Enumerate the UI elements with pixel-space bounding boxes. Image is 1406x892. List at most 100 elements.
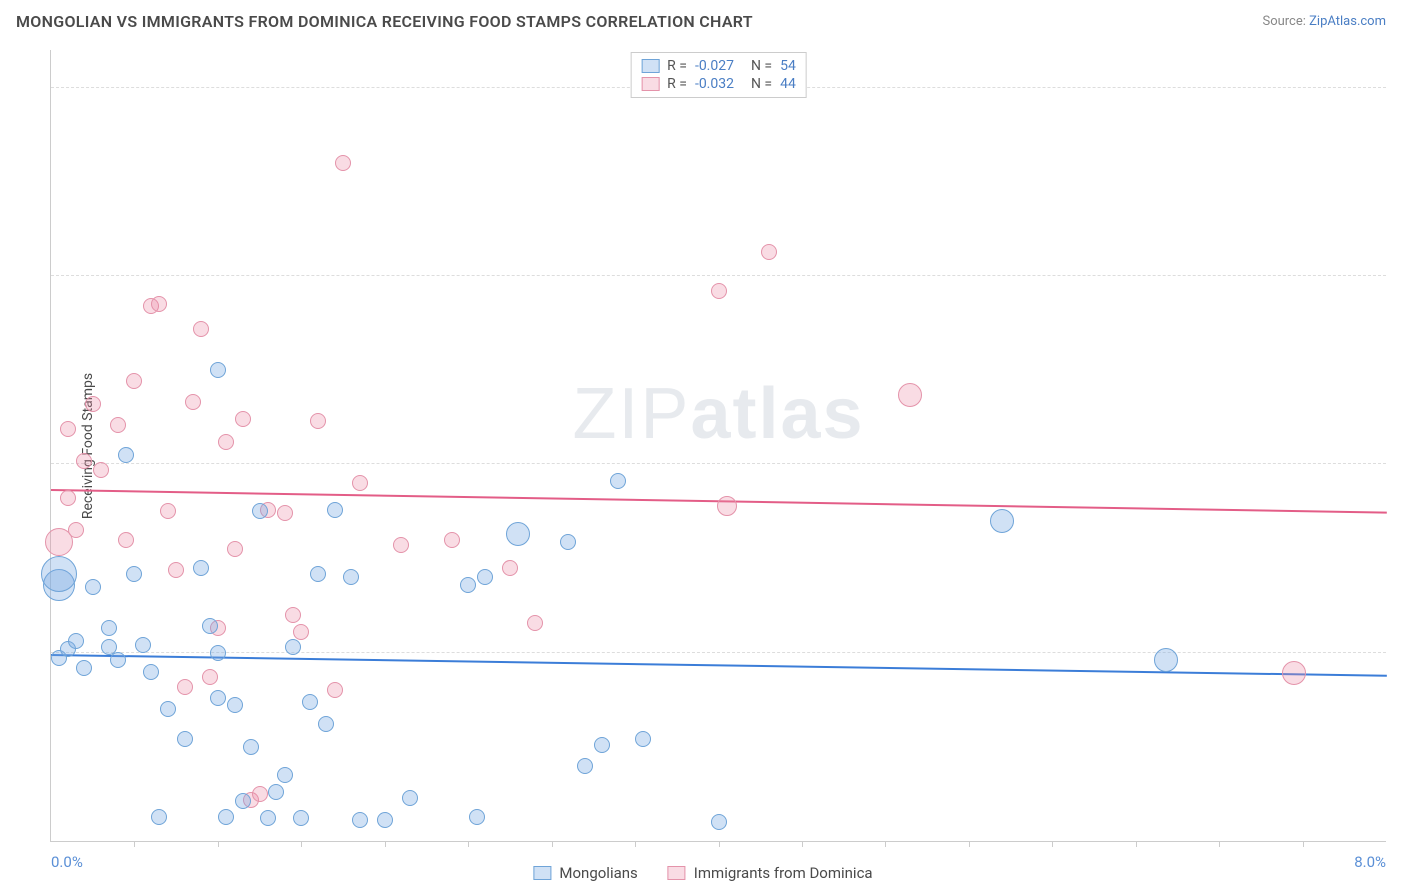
data-point <box>335 155 351 171</box>
data-point <box>460 577 476 593</box>
data-point <box>160 503 176 519</box>
plot-region: 10.0%20.0%30.0%40.0%0.0%8.0% <box>51 50 1386 841</box>
data-point <box>76 660 92 676</box>
data-point <box>193 321 209 337</box>
data-point <box>235 793 251 809</box>
data-point <box>560 534 576 550</box>
legend-label-b: Immigrants from Dominica <box>694 864 873 882</box>
data-point <box>210 645 226 661</box>
data-point <box>227 541 243 557</box>
data-point <box>293 624 309 640</box>
data-point <box>151 296 167 312</box>
n-value-a: 54 <box>780 58 796 74</box>
data-point <box>502 560 518 576</box>
n-value-b: 44 <box>780 76 796 92</box>
data-point <box>110 417 126 433</box>
data-point <box>41 556 77 592</box>
legend-item-b: Immigrants from Dominica <box>668 864 873 882</box>
x-minor-tick <box>719 841 720 847</box>
data-point <box>285 639 301 655</box>
data-point <box>68 633 84 649</box>
data-point <box>402 790 418 806</box>
data-point <box>60 421 76 437</box>
source-label: Source: ZipAtlas.com <box>1262 14 1386 29</box>
data-point <box>327 682 343 698</box>
data-point <box>506 522 530 546</box>
data-point <box>285 607 301 623</box>
swatch-series-a <box>533 866 551 880</box>
data-point <box>110 652 126 668</box>
swatch-series-b <box>641 77 659 91</box>
swatch-series-a <box>641 59 659 73</box>
r-value-a: -0.027 <box>695 58 743 74</box>
data-point <box>310 413 326 429</box>
x-minor-tick <box>301 841 302 847</box>
x-minor-tick <box>218 841 219 847</box>
stats-row-series-b: R = -0.032 N = 44 <box>641 75 796 93</box>
data-point <box>761 244 777 260</box>
data-point <box>302 694 318 710</box>
data-point <box>635 731 651 747</box>
chart-area: Receiving Food Stamps ZIPatlas 10.0%20.0… <box>50 50 1386 842</box>
data-point <box>243 739 259 755</box>
data-point <box>76 453 92 469</box>
data-point <box>143 664 159 680</box>
x-minor-tick <box>802 841 803 847</box>
x-minor-tick <box>969 841 970 847</box>
data-point <box>185 394 201 410</box>
data-point <box>135 637 151 653</box>
data-point <box>318 716 334 732</box>
stats-row-series-a: R = -0.027 N = 54 <box>641 57 796 75</box>
data-point <box>160 701 176 717</box>
data-point <box>327 502 343 518</box>
data-point <box>594 737 610 753</box>
x-minor-tick <box>1303 841 1304 847</box>
data-point <box>177 679 193 695</box>
y-tick-label: 20.0% <box>1394 456 1406 472</box>
data-point <box>1282 661 1306 685</box>
x-tick-label: 8.0% <box>1354 853 1386 871</box>
data-point <box>377 812 393 828</box>
data-point <box>85 396 101 412</box>
x-minor-tick <box>134 841 135 847</box>
data-point <box>343 569 359 585</box>
data-point <box>85 579 101 595</box>
data-point <box>252 786 268 802</box>
data-point <box>126 566 142 582</box>
data-point <box>168 562 184 578</box>
data-point <box>218 809 234 825</box>
stats-legend: R = -0.027 N = 54 R = -0.032 N = 44 <box>630 52 807 98</box>
data-point <box>717 496 737 516</box>
gridline <box>51 275 1386 276</box>
x-minor-tick <box>385 841 386 847</box>
data-point <box>118 532 134 548</box>
data-point <box>252 503 268 519</box>
swatch-series-b <box>668 866 686 880</box>
data-point <box>101 620 117 636</box>
trend-line <box>51 654 1387 677</box>
y-tick-label: 40.0% <box>1394 80 1406 96</box>
x-minor-tick <box>1052 841 1053 847</box>
data-point <box>93 462 109 478</box>
r-value-b: -0.032 <box>695 76 743 92</box>
x-minor-tick <box>552 841 553 847</box>
data-point <box>898 383 922 407</box>
source-link[interactable]: ZipAtlas.com <box>1309 14 1386 29</box>
x-minor-tick <box>468 841 469 847</box>
bottom-legend: Mongolians Immigrants from Dominica <box>533 864 872 882</box>
data-point <box>210 362 226 378</box>
data-point <box>352 475 368 491</box>
gridline <box>51 463 1386 464</box>
data-point <box>577 758 593 774</box>
data-point <box>990 509 1014 533</box>
chart-title: MONGOLIAN VS IMMIGRANTS FROM DOMINICA RE… <box>16 12 1390 31</box>
data-point <box>118 447 134 463</box>
gridline <box>51 652 1386 653</box>
chart-header: MONGOLIAN VS IMMIGRANTS FROM DOMINICA RE… <box>0 0 1406 39</box>
legend-item-a: Mongolians <box>533 864 637 882</box>
x-minor-tick <box>635 841 636 847</box>
legend-label-a: Mongolians <box>559 864 637 882</box>
data-point <box>60 490 76 506</box>
data-point <box>227 697 243 713</box>
y-tick-label: 10.0% <box>1394 645 1406 661</box>
